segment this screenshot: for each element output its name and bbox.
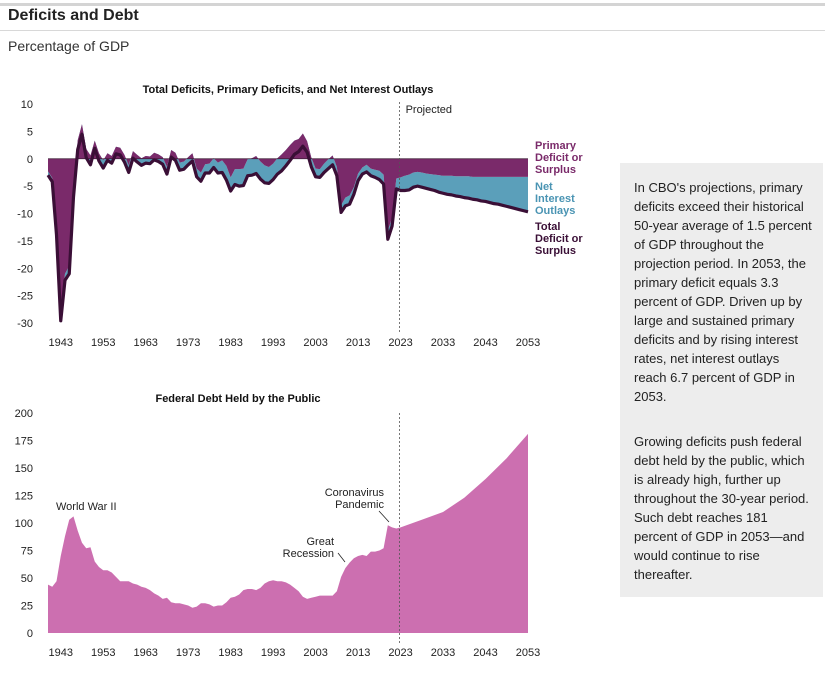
deficits-ytick-label: -30 [17,318,33,330]
deficits-xtick-label: 1953 [91,337,115,349]
deficits-chart-title: Total Deficits, Primary Deficits, and Ne… [143,84,434,96]
projected-label: Projected [406,104,452,116]
deficits-xtick-label: 2013 [346,337,370,349]
page-subtitle: Percentage of GDP [8,38,130,54]
debt-xtick-label: 1983 [218,647,242,659]
deficits-xtick-label: 1993 [261,337,285,349]
deficits-ytick-label: -5 [23,181,33,193]
debt-xtick-label: 2043 [473,647,497,659]
legend-total-label: Total [535,221,560,233]
legend-interest-label: Outlays [535,205,575,217]
debt-xtick-label: 1993 [261,647,285,659]
debt-ytick-label: 125 [15,491,33,503]
legend-interest-label: Net [535,181,553,193]
deficits-ytick-label: 5 [27,126,33,138]
deficits-xtick-label: 2003 [303,337,327,349]
deficits-ytick-label: 10 [21,99,33,111]
deficits-xtick-label: 2033 [431,337,455,349]
debt-ytick-label: 175 [15,436,33,448]
legend-primary-label: Deficit or [535,152,583,164]
debt-ytick-label: 25 [21,601,33,613]
legend-interest-label: Interest [535,193,575,205]
deficits-ytick-label: 0 [27,154,33,166]
annotation-coronavirus-pandemic: Pandemic [335,499,384,511]
deficits-xtick-label: 2053 [516,337,540,349]
debt-ytick-label: 50 [21,573,33,585]
debt-xtick-label: 1943 [49,647,73,659]
annotation-great-recession: Recession [283,548,334,560]
deficits-xtick-label: 1973 [176,337,200,349]
title-divider [0,30,825,31]
debt-xtick-label: 2003 [303,647,327,659]
debt-ytick-label: 75 [21,546,33,558]
deficits-xtick-label: 2043 [473,337,497,349]
deficits-ytick-label: -15 [17,236,33,248]
deficits-ytick-label: -20 [17,263,33,275]
debt-ytick-label: 0 [27,628,33,640]
deficits-xtick-label: 1943 [49,337,73,349]
debt-ytick-label: 200 [15,408,33,420]
sidebar-note: In CBO's projections, primary deficits e… [620,163,823,597]
total-deficit-line [46,132,529,323]
debt-xtick-label: 2033 [431,647,455,659]
legend-primary-label: Surplus [535,164,576,176]
annotation-great-recession: Great [306,536,334,548]
debt-ytick-label: 150 [15,463,33,475]
debt-ytick-label: 100 [15,518,33,530]
deficits-ytick-label: -10 [17,209,33,221]
debt-xtick-label: 1953 [91,647,115,659]
deficits-xtick-label: 1983 [218,337,242,349]
debt-xtick-label: 1973 [176,647,200,659]
page-title: Deficits and Debt [8,7,139,24]
top-rule [0,3,825,6]
debt-chart-title: Federal Debt Held by the Public [155,393,320,405]
deficits-ytick-label: -25 [17,291,33,303]
legend-primary-label: Primary [535,140,577,152]
note-paragraph-2: Growing deficits push federal debt held … [634,434,809,582]
legend-total-label: Surplus [535,245,576,257]
debt-xtick-label: 1963 [133,647,157,659]
note-paragraph-1: In CBO's projections, primary deficits e… [634,180,812,404]
legend-total-label: Deficit or [535,233,583,245]
pandemic-pointer [378,510,390,523]
annotation-coronavirus-pandemic: Coronavirus [325,487,385,499]
deficits-xtick-label: 2023 [388,337,412,349]
debt-area [48,433,528,633]
debt-xtick-label: 2013 [346,647,370,659]
debt-xtick-label: 2053 [516,647,540,659]
deficits-xtick-label: 1963 [133,337,157,349]
debt-xtick-label: 2023 [388,647,412,659]
recession-pointer [337,552,346,563]
annotation-world-war-ii: World War II [56,501,117,513]
primary-deficit-area [48,124,528,316]
